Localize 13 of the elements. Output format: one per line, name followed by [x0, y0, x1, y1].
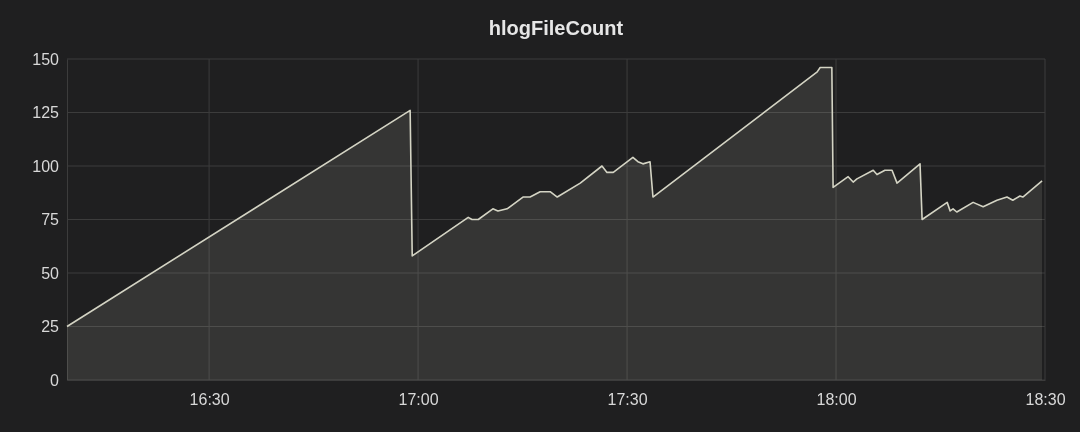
- y-tick-label: 0: [50, 371, 60, 389]
- y-tick-label: 25: [41, 318, 60, 336]
- x-tick-label: 16:30: [189, 391, 230, 409]
- y-tick-label: 150: [32, 50, 60, 68]
- x-tick-label: 18:00: [816, 391, 857, 409]
- chart-title: hlogFileCount: [488, 17, 624, 39]
- x-tick-label: 17:00: [398, 391, 439, 409]
- x-tick-label: 17:30: [607, 391, 648, 409]
- y-tick-label: 50: [41, 264, 60, 282]
- y-tick-label: 100: [32, 157, 60, 175]
- y-tick-label: 125: [32, 104, 60, 122]
- y-tick-label: 75: [41, 211, 60, 229]
- x-tick-label: 18:30: [1025, 391, 1066, 409]
